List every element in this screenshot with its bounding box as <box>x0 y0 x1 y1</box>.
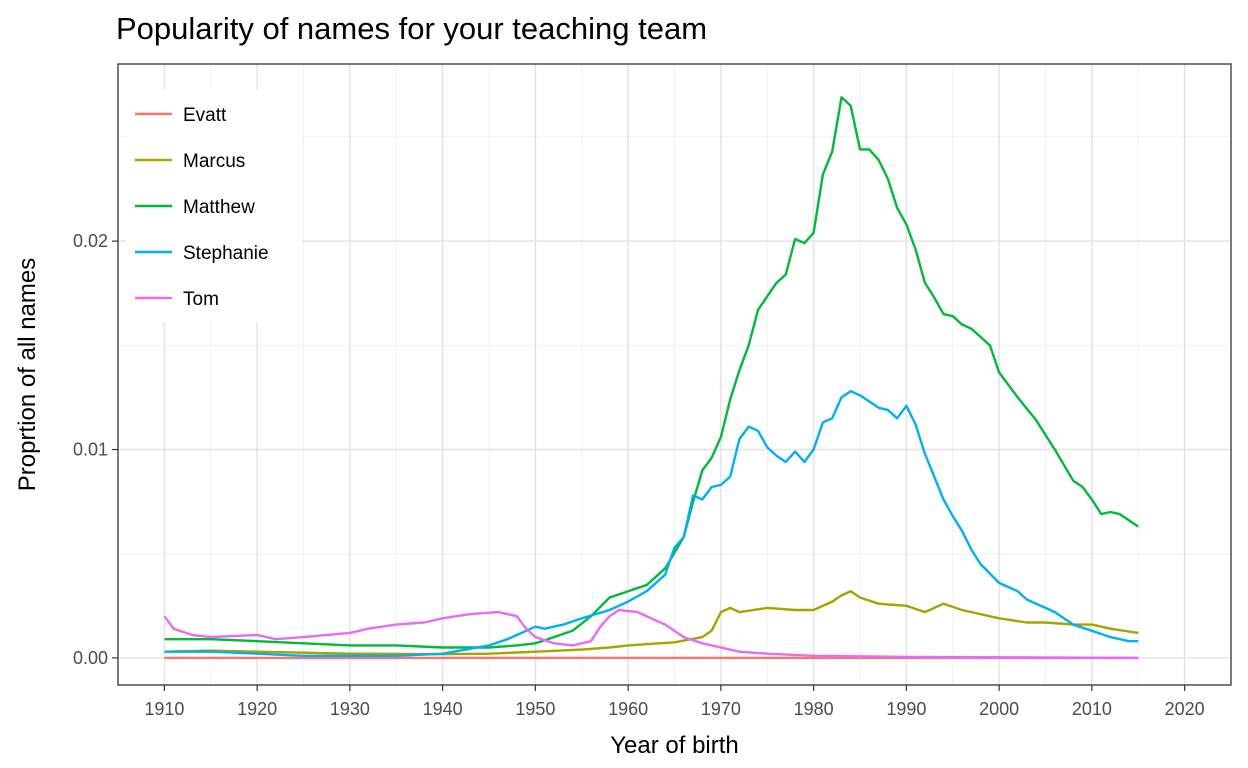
x-tick-label: 2010 <box>1072 699 1112 719</box>
legend: Evatt Marcus Matthew Stephanie Tom <box>126 90 302 322</box>
legend-label-marcus: Marcus <box>183 151 245 172</box>
y-axis-title: Proprtion of all names <box>14 258 41 491</box>
x-axis: 1910 1920 1930 1940 1950 1960 1970 1980 1990 2000… <box>144 685 1205 719</box>
x-axis-title: Year of birth <box>610 732 739 759</box>
legend-label-tom: Tom <box>183 289 219 310</box>
x-tick-label: 1950 <box>515 699 555 719</box>
x-tick-label: 1980 <box>794 699 834 719</box>
series-lines <box>163 96 1139 660</box>
panel-border <box>117 63 1232 686</box>
x-tick-label: 1940 <box>423 699 463 719</box>
series-line-tom <box>163 608 1139 660</box>
y-axis: 0.00 0.01 0.02 <box>73 231 118 668</box>
x-tick-label: 1960 <box>608 699 648 719</box>
x-tick-label: 2000 <box>979 699 1019 719</box>
series-line-marcus <box>164 590 1139 656</box>
series-line-matthew <box>164 96 1139 649</box>
chart-title: Popularity of names for your teaching te… <box>116 11 707 46</box>
legend-label-evatt: Evatt <box>183 105 227 126</box>
legend-label-matthew: Matthew <box>183 197 255 218</box>
legend-label-stephanie: Stephanie <box>183 243 269 264</box>
y-tick-label: 0.02 <box>73 231 108 251</box>
x-tick-label: 1920 <box>237 699 277 719</box>
x-tick-label: 1910 <box>144 699 184 719</box>
x-tick-label: 1930 <box>330 699 370 719</box>
x-tick-label: 2020 <box>1165 699 1205 719</box>
x-tick-label: 1990 <box>886 699 926 719</box>
x-tick-label: 1970 <box>701 699 741 719</box>
y-tick-label: 0.01 <box>73 440 108 460</box>
minor-gridlines <box>118 64 1231 685</box>
series-line-stephanie <box>164 390 1139 657</box>
y-tick-label: 0.00 <box>73 648 108 668</box>
